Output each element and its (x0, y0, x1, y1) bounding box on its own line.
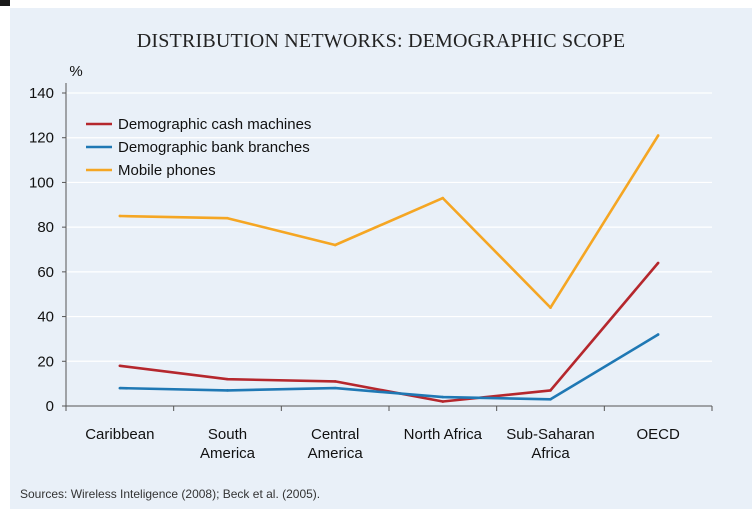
legend-label: Mobile phones (118, 162, 216, 179)
y-tick-label: 0 (46, 398, 54, 415)
data-point (118, 364, 122, 368)
data-point (656, 261, 660, 265)
y-tick-label: 20 (37, 353, 54, 370)
legend-label: Demographic cash machines (118, 116, 311, 133)
chart-frame (10, 8, 752, 509)
y-axis-label: % (69, 63, 82, 80)
data-point (549, 397, 552, 401)
series-line-demographic-bank-branches (119, 333, 659, 401)
data-point (333, 380, 337, 383)
y-tick-label: 120 (29, 130, 54, 147)
data-point (226, 389, 229, 392)
x-tick-label: South America (200, 426, 256, 462)
data-point (118, 214, 122, 218)
data-point (549, 306, 552, 309)
data-point (656, 134, 660, 137)
y-tick-label: 140 (29, 85, 54, 102)
data-point (226, 377, 229, 381)
x-tick-label: Central America (308, 426, 364, 462)
data-point (441, 400, 445, 403)
chart-title: DISTRIBUTION NETWORKS: DEMOGRAPHIC SCOPE (136, 30, 626, 52)
x-tick-label-line: Sub-Saharan (506, 426, 594, 443)
x-tick-label: Caribbean (85, 426, 154, 443)
data-point (333, 386, 337, 390)
y-tick-label: 80 (37, 219, 54, 236)
series-line-demographic-cash-machines (119, 262, 660, 403)
data-point (656, 333, 660, 336)
x-tick-label: Sub-Saharan Africa (506, 426, 594, 462)
legend-label: Demographic bank branches (118, 139, 310, 156)
x-tick-label-line: Central (311, 426, 359, 443)
x-tick-label-line: Caribbean (85, 426, 154, 443)
x-tick-label: North Africa (404, 426, 483, 443)
data-point (549, 389, 552, 392)
series-line-mobile-phones (119, 134, 660, 309)
x-tick-label-line: America (200, 445, 256, 462)
data-point (118, 386, 122, 390)
data-point (441, 395, 445, 399)
x-tick-label-line: South (208, 426, 247, 443)
y-tick-label: 40 (37, 309, 54, 326)
data-point (226, 216, 229, 220)
x-tick-label-line: North Africa (404, 426, 483, 443)
y-tick-label: 100 (29, 174, 54, 191)
x-tick-label-line: OECD (636, 426, 680, 443)
x-tick-label: OECD (636, 426, 680, 443)
data-point (333, 243, 337, 247)
data-point (441, 196, 445, 200)
corner-mark (0, 0, 10, 6)
x-tick-label-line: America (308, 445, 364, 462)
source-note: Sources: Wireless Inteligence (2008); Be… (20, 487, 321, 501)
y-tick-label: 60 (37, 264, 54, 281)
x-tick-label-line: Africa (531, 445, 570, 462)
